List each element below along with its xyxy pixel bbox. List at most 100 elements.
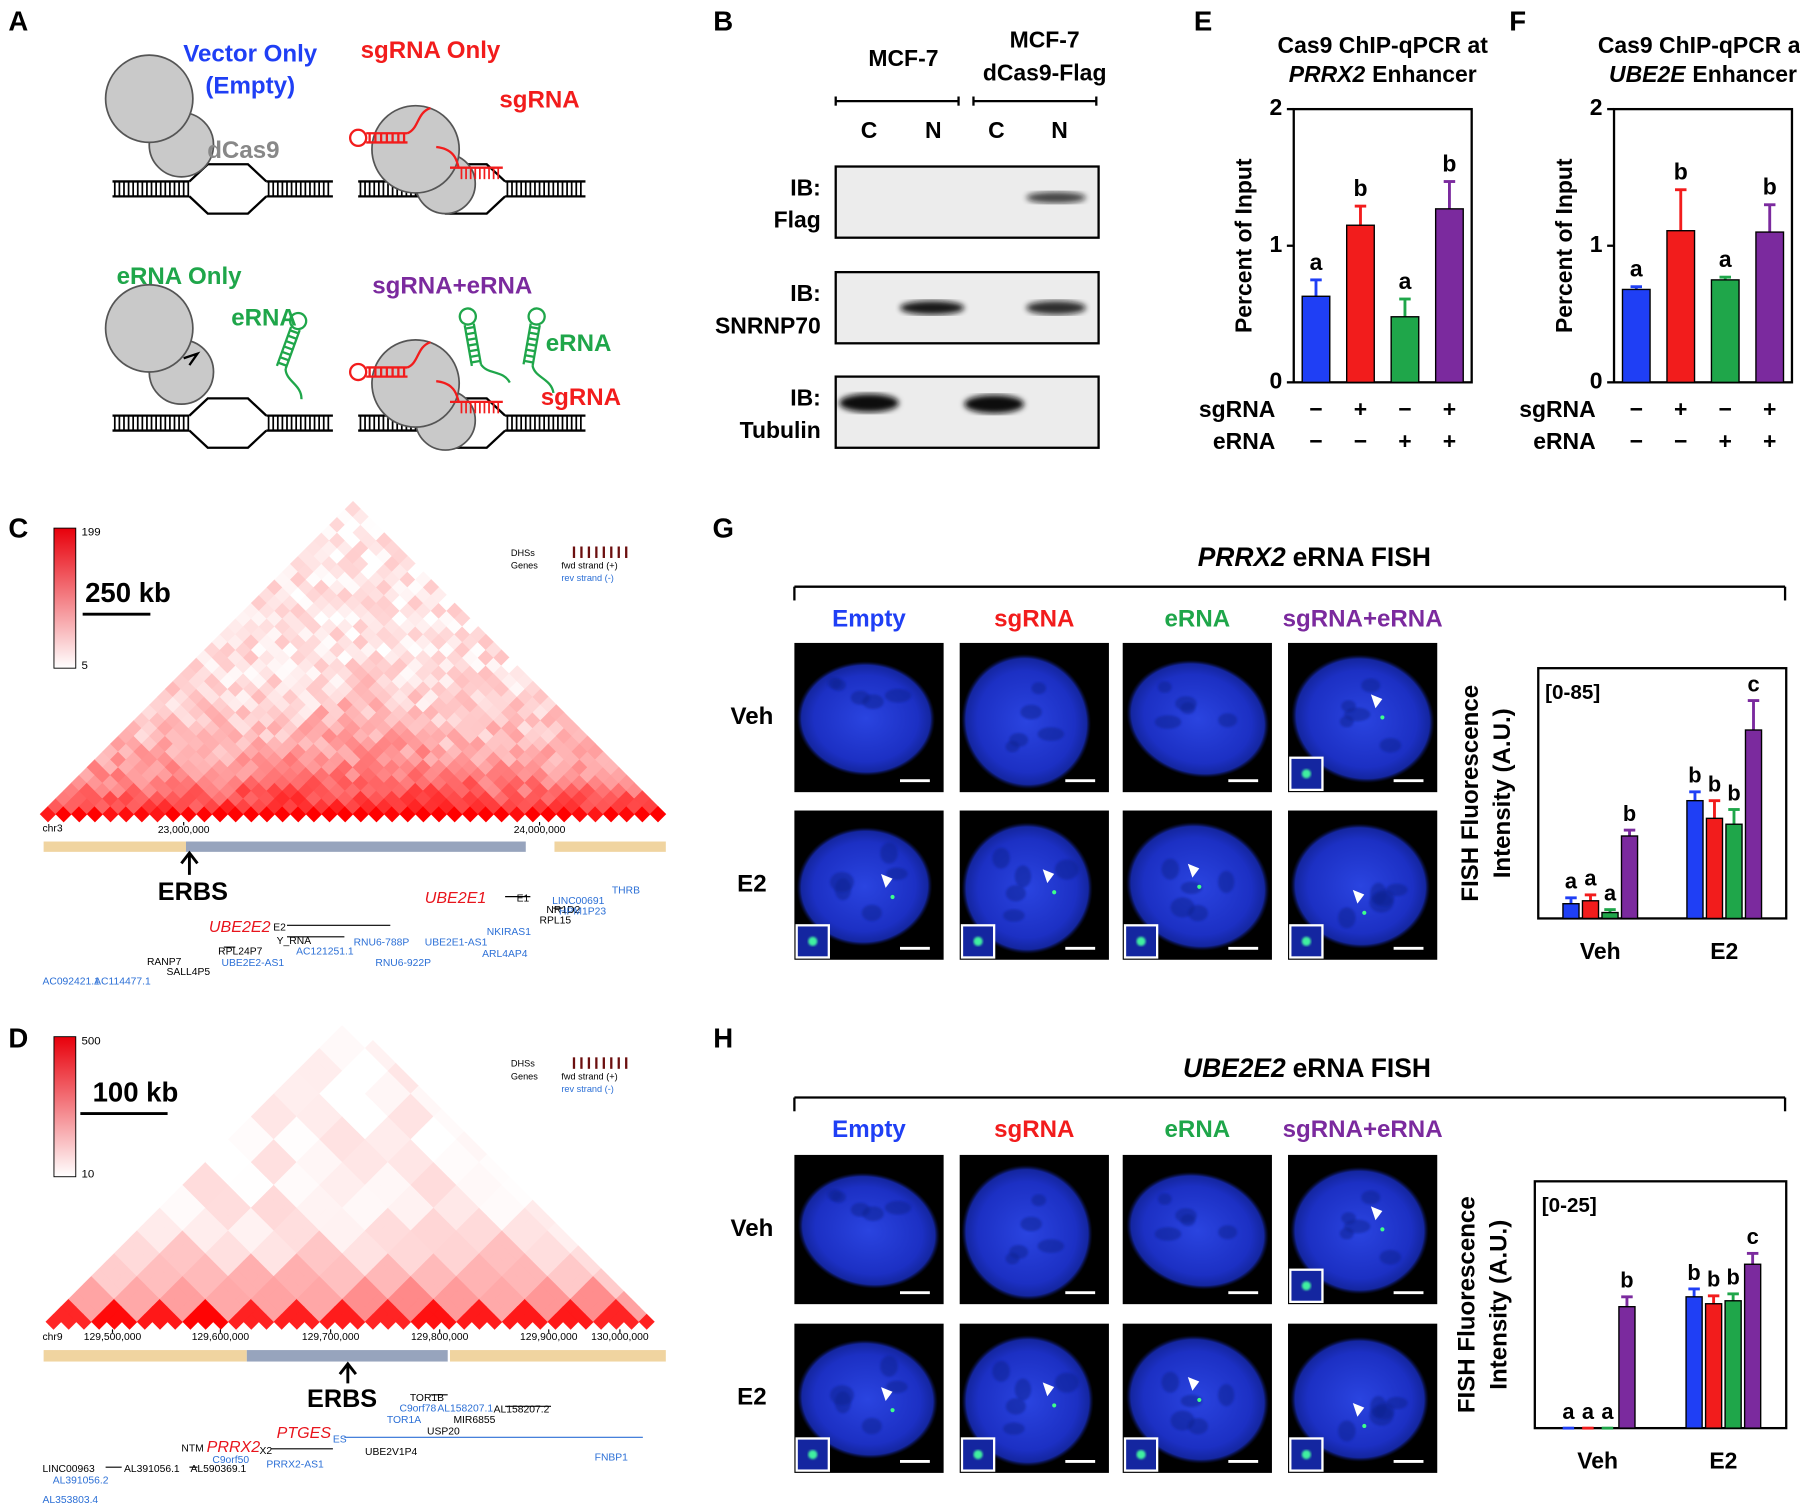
rung (466, 331, 476, 336)
rung (471, 359, 481, 364)
label: sgRNA (994, 1116, 1074, 1143)
title-suffix: Enhancer (1372, 61, 1477, 87)
rung (469, 348, 479, 353)
label: eRNA (1165, 605, 1231, 632)
condition-sign: + (1674, 396, 1687, 422)
range-label: [0-85] (1545, 681, 1600, 704)
bar (1345, 224, 1375, 384)
arrowhead (1352, 1403, 1365, 1417)
sgrna-stub (436, 380, 461, 404)
nucleolus (880, 1355, 898, 1377)
condition-name: sgRNA (1199, 396, 1275, 422)
inset (1123, 1437, 1159, 1472)
significance-label: c (1747, 671, 1759, 696)
sgrna-stub (436, 145, 461, 169)
bar (1755, 231, 1785, 384)
rung (289, 329, 299, 335)
rung (283, 345, 294, 351)
label: C9orf50 (212, 1455, 249, 1466)
label: sgRNA Only (361, 37, 501, 64)
nucleolus (1379, 738, 1402, 753)
panel-label: F (1509, 5, 1526, 36)
fish-spot (890, 1408, 895, 1413)
label: AL158207.2 (494, 1404, 550, 1415)
label: NR1D2 (546, 905, 580, 916)
label: N (1051, 117, 1068, 143)
title-suffix: Enhancer (1692, 61, 1797, 87)
label: N (925, 117, 942, 143)
loop (527, 307, 546, 326)
stem (472, 323, 483, 365)
domain-bar (43, 1350, 247, 1362)
nucleolus (1175, 1208, 1197, 1223)
plot-frame (1533, 1180, 1788, 1430)
label: IB: (790, 280, 821, 306)
label: rev strand (-) (561, 1084, 614, 1094)
rung (470, 354, 480, 359)
condition-sign: − (1719, 396, 1732, 422)
condition-sign: − (1398, 396, 1411, 422)
y-tick-label: 2 (1590, 94, 1603, 120)
fish-spot (1052, 890, 1057, 895)
significance-label: a (1604, 880, 1617, 905)
nucleolus (1031, 1194, 1047, 1207)
nucleolus (831, 679, 846, 691)
nucleolus (1175, 696, 1197, 711)
bar (1390, 316, 1420, 384)
chart-title: Cas9 ChIP-qPCR at (1598, 32, 1800, 58)
label: sgRNA+eRNA (1283, 1116, 1443, 1143)
condition-sign: − (1674, 428, 1687, 454)
nucleolus (1005, 885, 1026, 902)
label: chr9 (42, 1332, 62, 1343)
hic-map (39, 500, 667, 823)
label: MIR6855 (453, 1415, 495, 1426)
inset-spot (808, 1449, 818, 1460)
tail (284, 368, 303, 400)
panel-label: A (8, 5, 28, 36)
domain-bar (43, 841, 186, 852)
fish-spot (1052, 1403, 1057, 1408)
rung (287, 334, 297, 340)
rna-hairpin (275, 311, 308, 400)
nucleus (1290, 823, 1431, 949)
y-axis-label: Intensity (A.U.) (1486, 1220, 1513, 1390)
condition-sign: − (1309, 396, 1322, 422)
panel-label: E (1194, 5, 1212, 36)
nucleolus (1374, 1403, 1395, 1420)
label: PRRX2 (1198, 542, 1286, 572)
label: UBE2V1P4 (365, 1447, 418, 1458)
chart-title: Cas9 ChIP-qPCR at (1278, 32, 1489, 58)
arrow (183, 351, 201, 366)
label: Empty (832, 1116, 906, 1143)
arrowhead (1187, 863, 1200, 878)
nucleolus (1154, 1227, 1182, 1241)
label: E2 (273, 922, 286, 933)
label: 129,600,000 (192, 1332, 250, 1343)
erbs-arrow (338, 1361, 358, 1384)
label: sgRNA+eRNA (1283, 605, 1443, 632)
rung (277, 361, 288, 367)
significance-label: c (1747, 1224, 1759, 1249)
inset-spot (1301, 936, 1311, 946)
label: 10 (82, 1168, 95, 1180)
label: UBE2E2 (209, 918, 271, 936)
nucleolus (1218, 1225, 1238, 1240)
nucleolus (1361, 678, 1381, 693)
label: C (861, 117, 878, 143)
band (1026, 191, 1086, 204)
nucleolus (1037, 727, 1065, 741)
condition-sign: − (1630, 396, 1643, 422)
arrowhead (1370, 694, 1383, 709)
bar (1724, 1300, 1742, 1429)
label: 129,800,000 (411, 1332, 469, 1343)
label: eRNA (1165, 1116, 1231, 1143)
significance-label: b (1726, 1265, 1739, 1290)
label: X2 (259, 1446, 272, 1457)
rung (279, 356, 290, 362)
label: ARL4AP4 (482, 949, 528, 960)
label: sgRNA (499, 86, 579, 113)
stem (531, 325, 541, 367)
label: sgRNA+eRNA (372, 272, 532, 299)
arrowhead (1042, 869, 1055, 884)
label: IB: (790, 385, 821, 411)
